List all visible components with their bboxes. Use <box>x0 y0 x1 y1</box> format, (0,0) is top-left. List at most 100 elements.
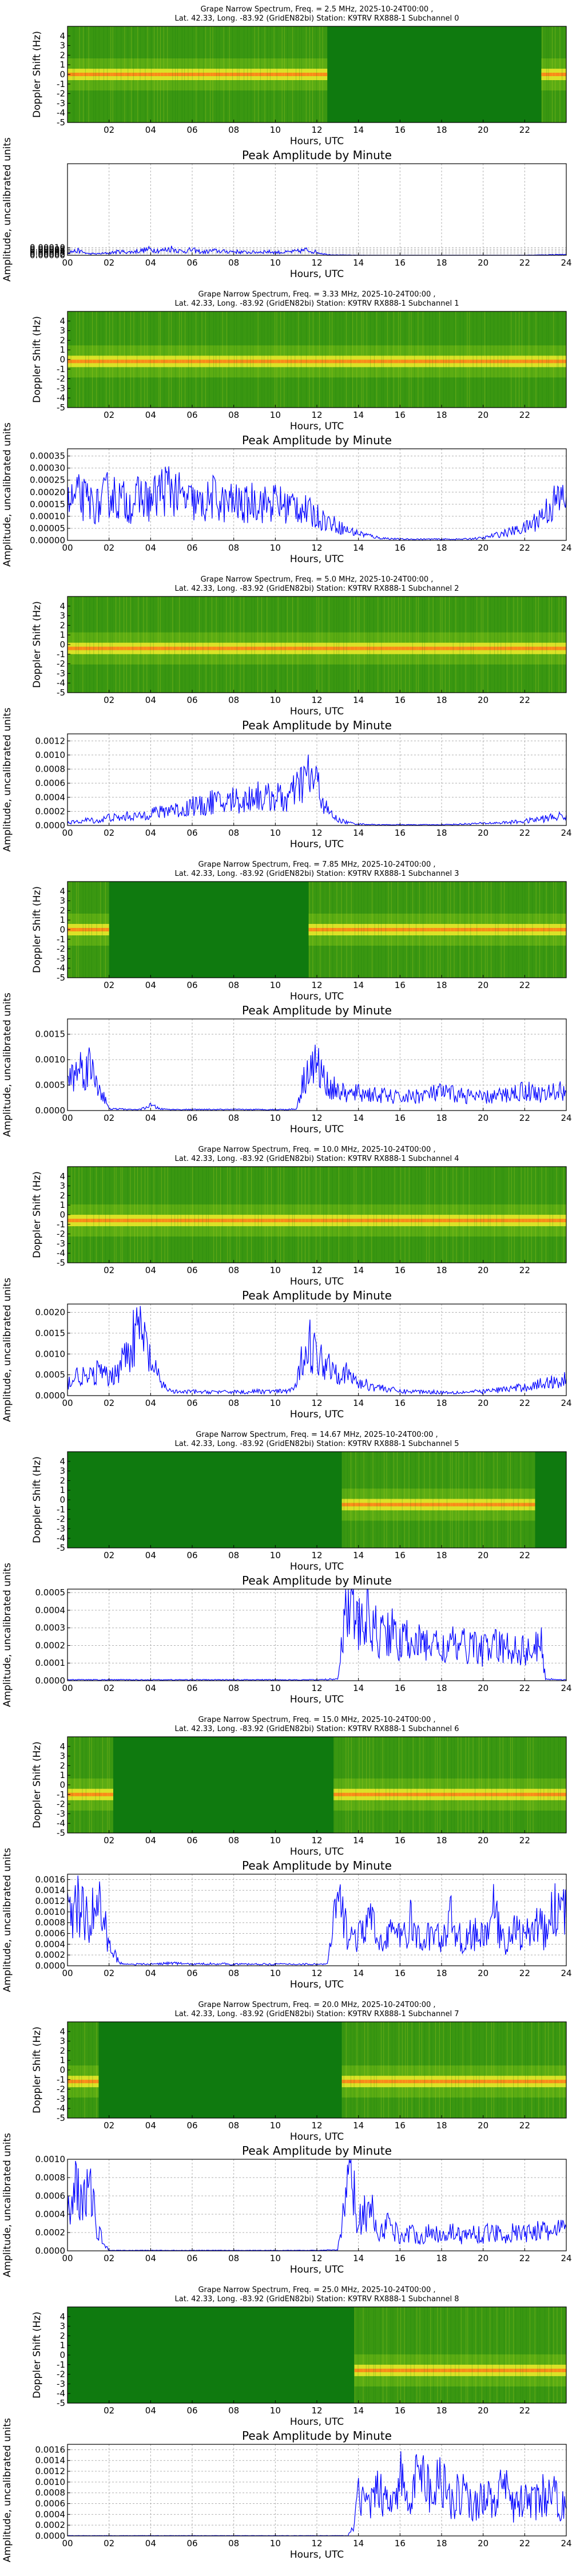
y-tick-label: 1 <box>59 1485 65 1495</box>
x-tick-label: 16 <box>395 828 406 838</box>
x-tick-label: 04 <box>145 410 156 420</box>
x-tick-label: 04 <box>145 980 156 990</box>
spectrogram-title-line2: Lat. 42.33, Long. -83.92 (GridEN82bi) St… <box>175 14 459 23</box>
x-tick-label: 20 <box>478 980 488 990</box>
x-tick-label: 04 <box>145 1265 156 1275</box>
x-tick-label: 06 <box>186 2253 197 2263</box>
x-tick-label: 12 <box>311 125 322 135</box>
x-tick-label: 06 <box>186 828 197 838</box>
amplitude-panel: Peak Amplitude by Minute0.00000.00020.00… <box>2 1848 572 1992</box>
y-tick-label: -2 <box>57 89 65 99</box>
y-tick-label: -1 <box>57 1504 65 1515</box>
x-tick-label: 10 <box>270 1265 281 1275</box>
x-tick-label: 12 <box>311 2253 322 2263</box>
spectrogram-signal-core <box>308 928 566 931</box>
y-tick-label: 1 <box>59 345 65 355</box>
y-tick-label: 0 <box>59 1210 65 1220</box>
y-tick-label: 3 <box>59 326 65 336</box>
y-tick-label: 0.0002 <box>35 2520 66 2530</box>
x-tick-label: 08 <box>228 1550 239 1560</box>
x-tick-label: 06 <box>186 1113 197 1123</box>
x-tick-label: 12 <box>311 980 322 990</box>
amplitude-xlabel: Hours, UTC <box>290 839 344 850</box>
y-tick-label: -4 <box>57 2103 65 2113</box>
spectrogram-xlabel: Hours, UTC <box>290 136 344 147</box>
y-tick-label: -1 <box>57 364 65 374</box>
x-tick-label: 08 <box>228 1835 239 1846</box>
x-tick-label: 10 <box>270 1968 281 1978</box>
amplitude-ylabel: Amplitude, uncalibrated units <box>2 2418 13 2562</box>
amplitude-xlabel: Hours, UTC <box>290 2264 344 2275</box>
x-tick-label: 08 <box>228 2120 239 2131</box>
y-tick-label: 0.0010 <box>35 2154 66 2164</box>
x-tick-label: 14 <box>353 258 364 268</box>
spectrogram-signal-core <box>67 928 109 931</box>
x-tick-label: 06 <box>186 2405 197 2416</box>
y-tick-label: 3 <box>59 41 65 51</box>
spectrogram-xlabel: Hours, UTC <box>290 706 344 717</box>
y-tick-label: 3 <box>59 1466 65 1476</box>
x-tick-label: 00 <box>62 258 73 268</box>
x-tick-label: 20 <box>478 2120 488 2131</box>
y-tick-label: 1 <box>59 2340 65 2350</box>
amplitude-xlabel: Hours, UTC <box>290 1979 344 1990</box>
spectrogram-signal-core <box>67 1792 113 1796</box>
spectrogram-title-line1: Grape Narrow Spectrum, Freq. = 20.0 MHz,… <box>198 2001 435 2009</box>
y-tick-label: 3 <box>59 611 65 621</box>
y-tick-label: 0.0001 <box>35 1658 66 1668</box>
spectrogram-title-line1: Grape Narrow Spectrum, Freq. = 15.0 MHz,… <box>198 1716 435 1724</box>
spectrogram-xlabel: Hours, UTC <box>290 1561 344 1573</box>
y-tick-label: -2 <box>57 1514 65 1524</box>
y-tick-label: -3 <box>57 383 65 393</box>
spectrogram-title-line2: Lat. 42.33, Long. -83.92 (GridEN82bi) St… <box>175 1725 459 1733</box>
x-tick-label: 12 <box>311 1550 322 1560</box>
y-tick-label: -4 <box>57 393 65 403</box>
y-tick-label: -5 <box>57 973 65 983</box>
y-tick-label: 0.0010 <box>35 1349 66 1359</box>
x-tick-label: 20 <box>478 1398 488 1408</box>
x-tick-label: 04 <box>145 828 156 838</box>
x-tick-label: 04 <box>145 2538 156 2549</box>
x-tick-label: 20 <box>478 1968 488 1978</box>
y-tick-label: 0.0005 <box>35 1370 66 1380</box>
y-tick-label: 0.0015 <box>35 1328 66 1338</box>
y-tick-label: 1 <box>59 630 65 640</box>
y-tick-label: 0.0003 <box>35 1623 66 1633</box>
x-tick-label: 06 <box>186 2538 197 2549</box>
y-tick-label: -1 <box>57 934 65 945</box>
y-tick-label: 0.0002 <box>35 1950 66 1960</box>
spectrogram-title-line2: Lat. 42.33, Long. -83.92 (GridEN82bi) St… <box>175 2010 459 2018</box>
spectrogram-title-line2: Lat. 42.33, Long. -83.92 (GridEN82bi) St… <box>175 299 459 308</box>
y-tick-label: -3 <box>57 2379 65 2389</box>
amplitude-panel: Peak Amplitude by Minute 0.0000 0.0005 0.00… <box>2 1278 572 1422</box>
y-tick-label: -4 <box>57 678 65 688</box>
x-tick-label: 16 <box>395 2538 406 2549</box>
x-tick-label: 02 <box>104 828 114 838</box>
y-tick-label: 0.0015 <box>35 1029 66 1040</box>
y-tick-label: 3 <box>59 1181 65 1191</box>
y-tick-label: 0.0016 <box>35 2444 66 2455</box>
spectrogram-ylabel: Doppler Shift (Hz) <box>31 601 43 688</box>
x-tick-label: 18 <box>436 2538 447 2549</box>
x-tick-label: 00 <box>62 1113 73 1123</box>
spectrogram-xlabel: Hours, UTC <box>290 2416 344 2428</box>
y-tick-label: -5 <box>57 2113 65 2123</box>
y-tick-label: 0.0005 <box>35 1080 66 1091</box>
amplitude-xlabel: Hours, UTC <box>290 554 344 565</box>
y-tick-label: 0.00002 <box>30 248 65 259</box>
y-tick-label: 0.00006 <box>30 246 65 256</box>
x-tick-label: 22 <box>519 1113 530 1123</box>
y-tick-label: 4 <box>59 2312 65 2322</box>
x-tick-label: 24 <box>561 1113 571 1123</box>
y-tick-label: 0.0004 <box>35 2509 66 2519</box>
x-tick-label: 02 <box>104 2405 114 2416</box>
x-tick-label: 08 <box>228 2538 239 2549</box>
y-tick-label: -3 <box>57 668 65 678</box>
y-tick-label: 1 <box>59 1770 65 1780</box>
y-tick-label: 0.00010 <box>30 243 65 253</box>
y-tick-label: 0.0006 <box>35 2499 66 2509</box>
y-tick-label: 1 <box>59 2055 65 2065</box>
spectrogram-title-line1: Grape Narrow Spectrum, Freq. = 14.67 MHz… <box>196 1431 438 1439</box>
y-tick-label: -2 <box>57 944 65 954</box>
